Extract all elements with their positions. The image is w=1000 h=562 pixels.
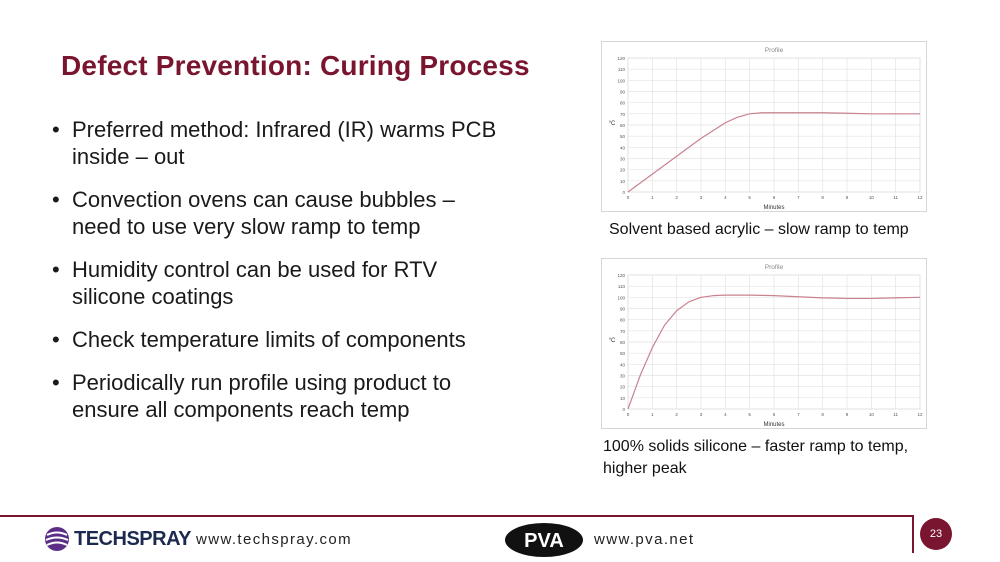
x-tick-label: 7 xyxy=(797,412,800,417)
x-axis-label: Minutes xyxy=(763,422,784,428)
y-tick-label: 120 xyxy=(617,273,625,278)
x-tick-label: 11 xyxy=(893,195,898,200)
bullet-item: Convection ovens can cause bubbles – nee… xyxy=(52,186,502,240)
x-tick-label: 1 xyxy=(651,412,654,417)
y-tick-label: 120 xyxy=(617,56,625,61)
techspray-url[interactable]: www.techspray.com xyxy=(196,531,353,548)
bullet-item: Preferred method: Infrared (IR) warms PC… xyxy=(52,116,502,170)
silicone-chart-caption: 100% solids silicone – faster ramp to te… xyxy=(603,438,909,477)
temperature-series-line xyxy=(627,294,921,410)
x-tick-label: 5 xyxy=(748,195,751,200)
x-tick-label: 6 xyxy=(773,412,776,417)
y-tick-label: 110 xyxy=(618,284,626,289)
y-tick-label: 0 xyxy=(622,407,625,412)
techspray-logo-text: TECHSPRAY xyxy=(74,527,192,550)
chart-title: Profile xyxy=(765,47,784,54)
y-tick-label: 10 xyxy=(620,179,626,184)
y-tick-label: 110 xyxy=(618,67,626,72)
x-tick-label: 3 xyxy=(700,195,703,200)
x-tick-label: 4 xyxy=(724,412,727,417)
pva-url[interactable]: www.pva.net xyxy=(594,531,695,548)
bullet-item: Humidity control can be used for RTV sil… xyxy=(52,256,502,310)
x-tick-label: 3 xyxy=(700,412,703,417)
y-tick-label: 80 xyxy=(620,101,626,106)
y-axis-label: °C xyxy=(609,121,616,127)
x-tick-label: 6 xyxy=(773,195,776,200)
y-tick-label: 30 xyxy=(620,157,626,162)
y-tick-label: 60 xyxy=(620,123,626,128)
x-tick-label: 8 xyxy=(821,412,824,417)
y-tick-label: 10 xyxy=(620,396,626,401)
y-axis-label: °C xyxy=(609,338,616,344)
chart-title: Profile xyxy=(765,264,784,271)
y-tick-label: 40 xyxy=(620,362,626,367)
slide-title: Defect Prevention: Curing Process xyxy=(61,50,530,81)
x-tick-label: 1 xyxy=(651,195,654,200)
x-axis-label: Minutes xyxy=(763,205,784,211)
x-tick-label: 2 xyxy=(675,195,678,200)
x-tick-label: 12 xyxy=(917,195,923,200)
x-tick-label: 4 xyxy=(724,195,727,200)
x-tick-label: 9 xyxy=(846,195,849,200)
y-tick-label: 90 xyxy=(620,307,626,312)
y-tick-label: 100 xyxy=(617,295,625,300)
y-tick-label: 30 xyxy=(620,374,626,379)
y-tick-label: 70 xyxy=(620,329,626,334)
y-tick-label: 0 xyxy=(622,190,625,195)
y-tick-label: 90 xyxy=(620,90,626,95)
footer-divider-vertical xyxy=(912,515,914,553)
page-number-badge: 23 xyxy=(920,518,952,550)
pva-logo-text: PVA xyxy=(524,530,564,552)
y-tick-label: 20 xyxy=(620,385,626,390)
y-tick-label: 40 xyxy=(620,145,626,150)
y-tick-label: 60 xyxy=(620,340,626,345)
x-tick-label: 10 xyxy=(869,412,875,417)
y-tick-label: 50 xyxy=(620,134,626,139)
x-tick-label: 0 xyxy=(627,412,630,417)
x-tick-label: 12 xyxy=(917,412,923,417)
y-tick-label: 50 xyxy=(620,351,626,356)
x-tick-label: 2 xyxy=(675,412,678,417)
silicone-profile-chart: 0 10 20 30 40 50 60 70 80 90 100 110 120 0 1 2 3 4 5 6 7 8 9 10… xyxy=(601,258,927,429)
x-tick-label: 5 xyxy=(748,412,751,417)
x-tick-label: 7 xyxy=(797,195,800,200)
temperature-series-line xyxy=(627,112,920,193)
x-tick-label: 10 xyxy=(869,195,875,200)
acrylic-chart-caption: Solvent based acrylic – slow ramp to tem… xyxy=(609,221,909,238)
x-tick-label: 9 xyxy=(846,412,849,417)
bullet-item: Check temperature limits of components xyxy=(52,326,502,353)
x-tick-label: 0 xyxy=(627,195,630,200)
footer-divider xyxy=(0,515,912,517)
x-tick-label: 11 xyxy=(893,412,898,417)
acrylic-profile-chart: 0 10 20 30 40 50 60 70 80 90 100 110 120 0 1 2 3 4 5 6 7 8 9 10… xyxy=(601,41,927,212)
techspray-globe-icon xyxy=(45,527,69,551)
x-tick-label: 8 xyxy=(821,195,824,200)
techspray-logo: TECHSPRAY xyxy=(44,525,192,553)
bullet-item: Periodically run profile using product t… xyxy=(52,369,502,423)
pva-logo: PVA xyxy=(505,523,583,557)
y-tick-label: 20 xyxy=(620,168,626,173)
y-tick-label: 70 xyxy=(620,112,626,117)
y-tick-label: 80 xyxy=(620,318,626,323)
y-tick-label: 100 xyxy=(617,78,625,83)
bullet-list: Preferred method: Infrared (IR) warms PC… xyxy=(52,116,502,439)
